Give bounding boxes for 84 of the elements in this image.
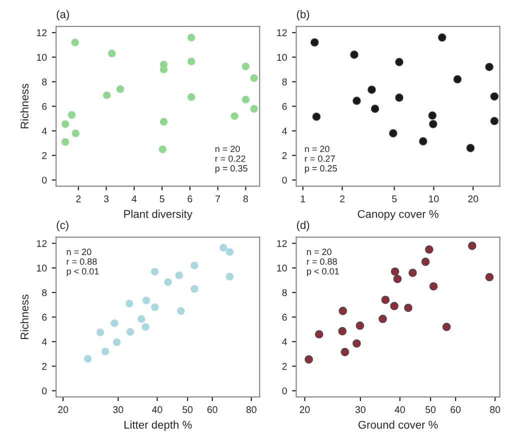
point xyxy=(160,118,168,126)
point xyxy=(242,96,250,104)
point xyxy=(103,91,111,100)
annotation: n = 20 r = 0.88 p < 0.01 xyxy=(66,248,99,276)
y-tick-label: 12 xyxy=(277,240,287,247)
annotation: n = 20 r = 0.22 p = 0.35 xyxy=(215,146,248,174)
point xyxy=(188,93,196,101)
x-tick-label: 5 xyxy=(392,196,397,202)
y-tick-label: 10 xyxy=(37,54,47,61)
point xyxy=(230,112,238,120)
x-tick-label: 6 xyxy=(188,195,192,202)
x-tick-label: 8 xyxy=(243,195,248,202)
point xyxy=(61,120,70,128)
x-tick-label: 5 xyxy=(160,196,164,202)
chart-title: (a) xyxy=(56,10,69,20)
x-tick-label: 50 xyxy=(182,406,193,414)
annotation: n = 20 r = 0.27 p = 0.25 xyxy=(304,146,337,174)
point xyxy=(158,145,166,154)
y-tick-label: 12 xyxy=(37,240,47,247)
point xyxy=(108,50,116,58)
y-tick-label: 6 xyxy=(282,103,287,110)
x-tick-label: 10 xyxy=(429,195,439,202)
y-tick-label: 0 xyxy=(42,387,47,394)
x-axis-title: Ground cover % xyxy=(358,420,438,429)
y-tick-label: 12 xyxy=(277,29,287,36)
y-axis-title: Richness xyxy=(20,84,29,128)
y-tick-label: 2 xyxy=(42,362,47,370)
x-tick-label: 7 xyxy=(216,196,220,202)
y-tick-label: 0 xyxy=(42,176,47,184)
x-tick-label: 2 xyxy=(340,195,344,202)
y-tick-label: 6 xyxy=(42,314,47,321)
y-tick-label: 2 xyxy=(42,152,47,159)
point xyxy=(250,74,258,82)
x-tick-label: 30 xyxy=(355,406,366,414)
x-tick-label: 4 xyxy=(132,196,137,202)
y-tick-label: 8 xyxy=(282,78,287,86)
y-tick-label: 2 xyxy=(282,362,287,370)
y-tick-label: 4 xyxy=(42,338,47,346)
x-tick-label: 20 xyxy=(58,406,68,414)
y-tick-label: 10 xyxy=(37,264,47,272)
x-tick-label: 3 xyxy=(104,195,109,202)
point xyxy=(242,62,250,70)
point xyxy=(68,111,76,119)
x-tick-label: 60 xyxy=(450,406,461,414)
x-tick-label: 20 xyxy=(300,406,310,414)
x-tick-label: 30 xyxy=(113,406,124,414)
point xyxy=(188,58,196,66)
y-tick-label: 10 xyxy=(277,264,287,272)
point xyxy=(188,34,196,42)
point xyxy=(250,104,258,113)
y-tick-label: 6 xyxy=(282,314,287,321)
annotation: n = 20 r = 0.88 p < 0.01 xyxy=(307,248,339,276)
chart-title: (d) xyxy=(296,220,310,232)
x-tick-label: 50 xyxy=(426,406,436,414)
y-tick-label: 4 xyxy=(282,128,287,134)
y-tick-label: 2 xyxy=(282,152,287,159)
y-tick-label: 12 xyxy=(37,29,47,36)
x-tick-label: 80 xyxy=(490,406,500,414)
y-tick-label: 8 xyxy=(282,289,287,296)
y-tick-label: 4 xyxy=(282,338,287,346)
point xyxy=(72,130,80,138)
x-axis-title: Canopy cover % xyxy=(358,210,438,220)
y-tick-label: 10 xyxy=(277,54,287,61)
y-tick-label: 8 xyxy=(42,289,47,296)
x-tick-label: 20 xyxy=(468,195,478,202)
x-tick-label: 60 xyxy=(207,406,218,414)
chart-title: (c) xyxy=(56,220,68,232)
x-tick-label: 40 xyxy=(394,406,405,414)
x-tick-label: 40 xyxy=(152,406,162,414)
y-tick-label: 8 xyxy=(42,78,47,86)
x-tick-label: 80 xyxy=(246,406,256,414)
point xyxy=(71,38,79,46)
point xyxy=(61,138,70,146)
y-tick-label: 0 xyxy=(282,176,287,184)
y-tick-label: 6 xyxy=(42,103,47,110)
y-tick-label: 0 xyxy=(282,387,287,394)
point xyxy=(116,85,124,93)
x-tick-label: 2 xyxy=(76,195,81,202)
y-axis-title: Richness xyxy=(20,294,29,339)
chart-title: (b) xyxy=(296,10,310,20)
x-tick-label: 1 xyxy=(300,196,306,202)
x-axis-title: Litter depth % xyxy=(124,420,192,431)
x-axis-title: Plant diversity xyxy=(124,210,192,220)
y-tick-label: 4 xyxy=(42,128,47,134)
